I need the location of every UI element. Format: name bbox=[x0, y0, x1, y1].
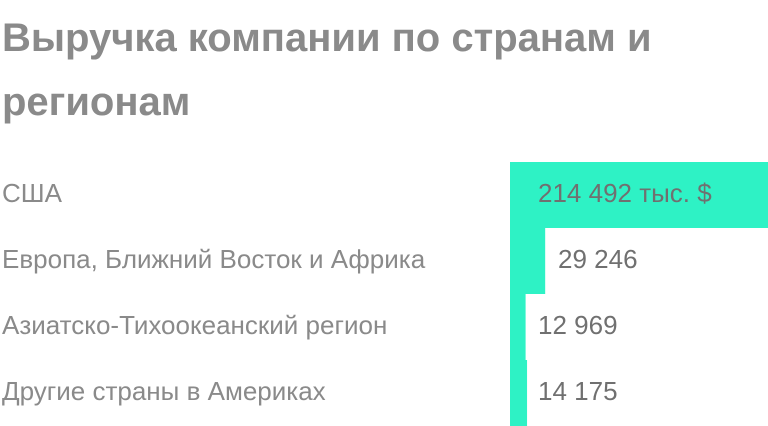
category-label: Азиатско-Тихоокеанский регион bbox=[2, 310, 387, 340]
value-label: 214 492 тыс. $ bbox=[538, 178, 712, 208]
bar bbox=[510, 360, 528, 426]
category-label: Европа, Ближний Восток и Африка bbox=[2, 244, 426, 274]
category-label: Другие страны в Америках bbox=[2, 376, 326, 406]
bar bbox=[510, 162, 768, 228]
labels-layer: США 214 492 тыс. $ Европа, Ближний Восток … bbox=[2, 178, 712, 406]
value-label: 12 969 bbox=[538, 310, 618, 340]
bars-layer bbox=[510, 162, 768, 426]
value-label: 14 175 bbox=[538, 376, 618, 406]
bar bbox=[510, 228, 546, 294]
bar bbox=[510, 294, 526, 360]
chart-title: Выручка компании по странам и регионам bbox=[2, 16, 652, 124]
category-label: США bbox=[2, 178, 63, 208]
value-label: 29 246 bbox=[558, 244, 638, 274]
